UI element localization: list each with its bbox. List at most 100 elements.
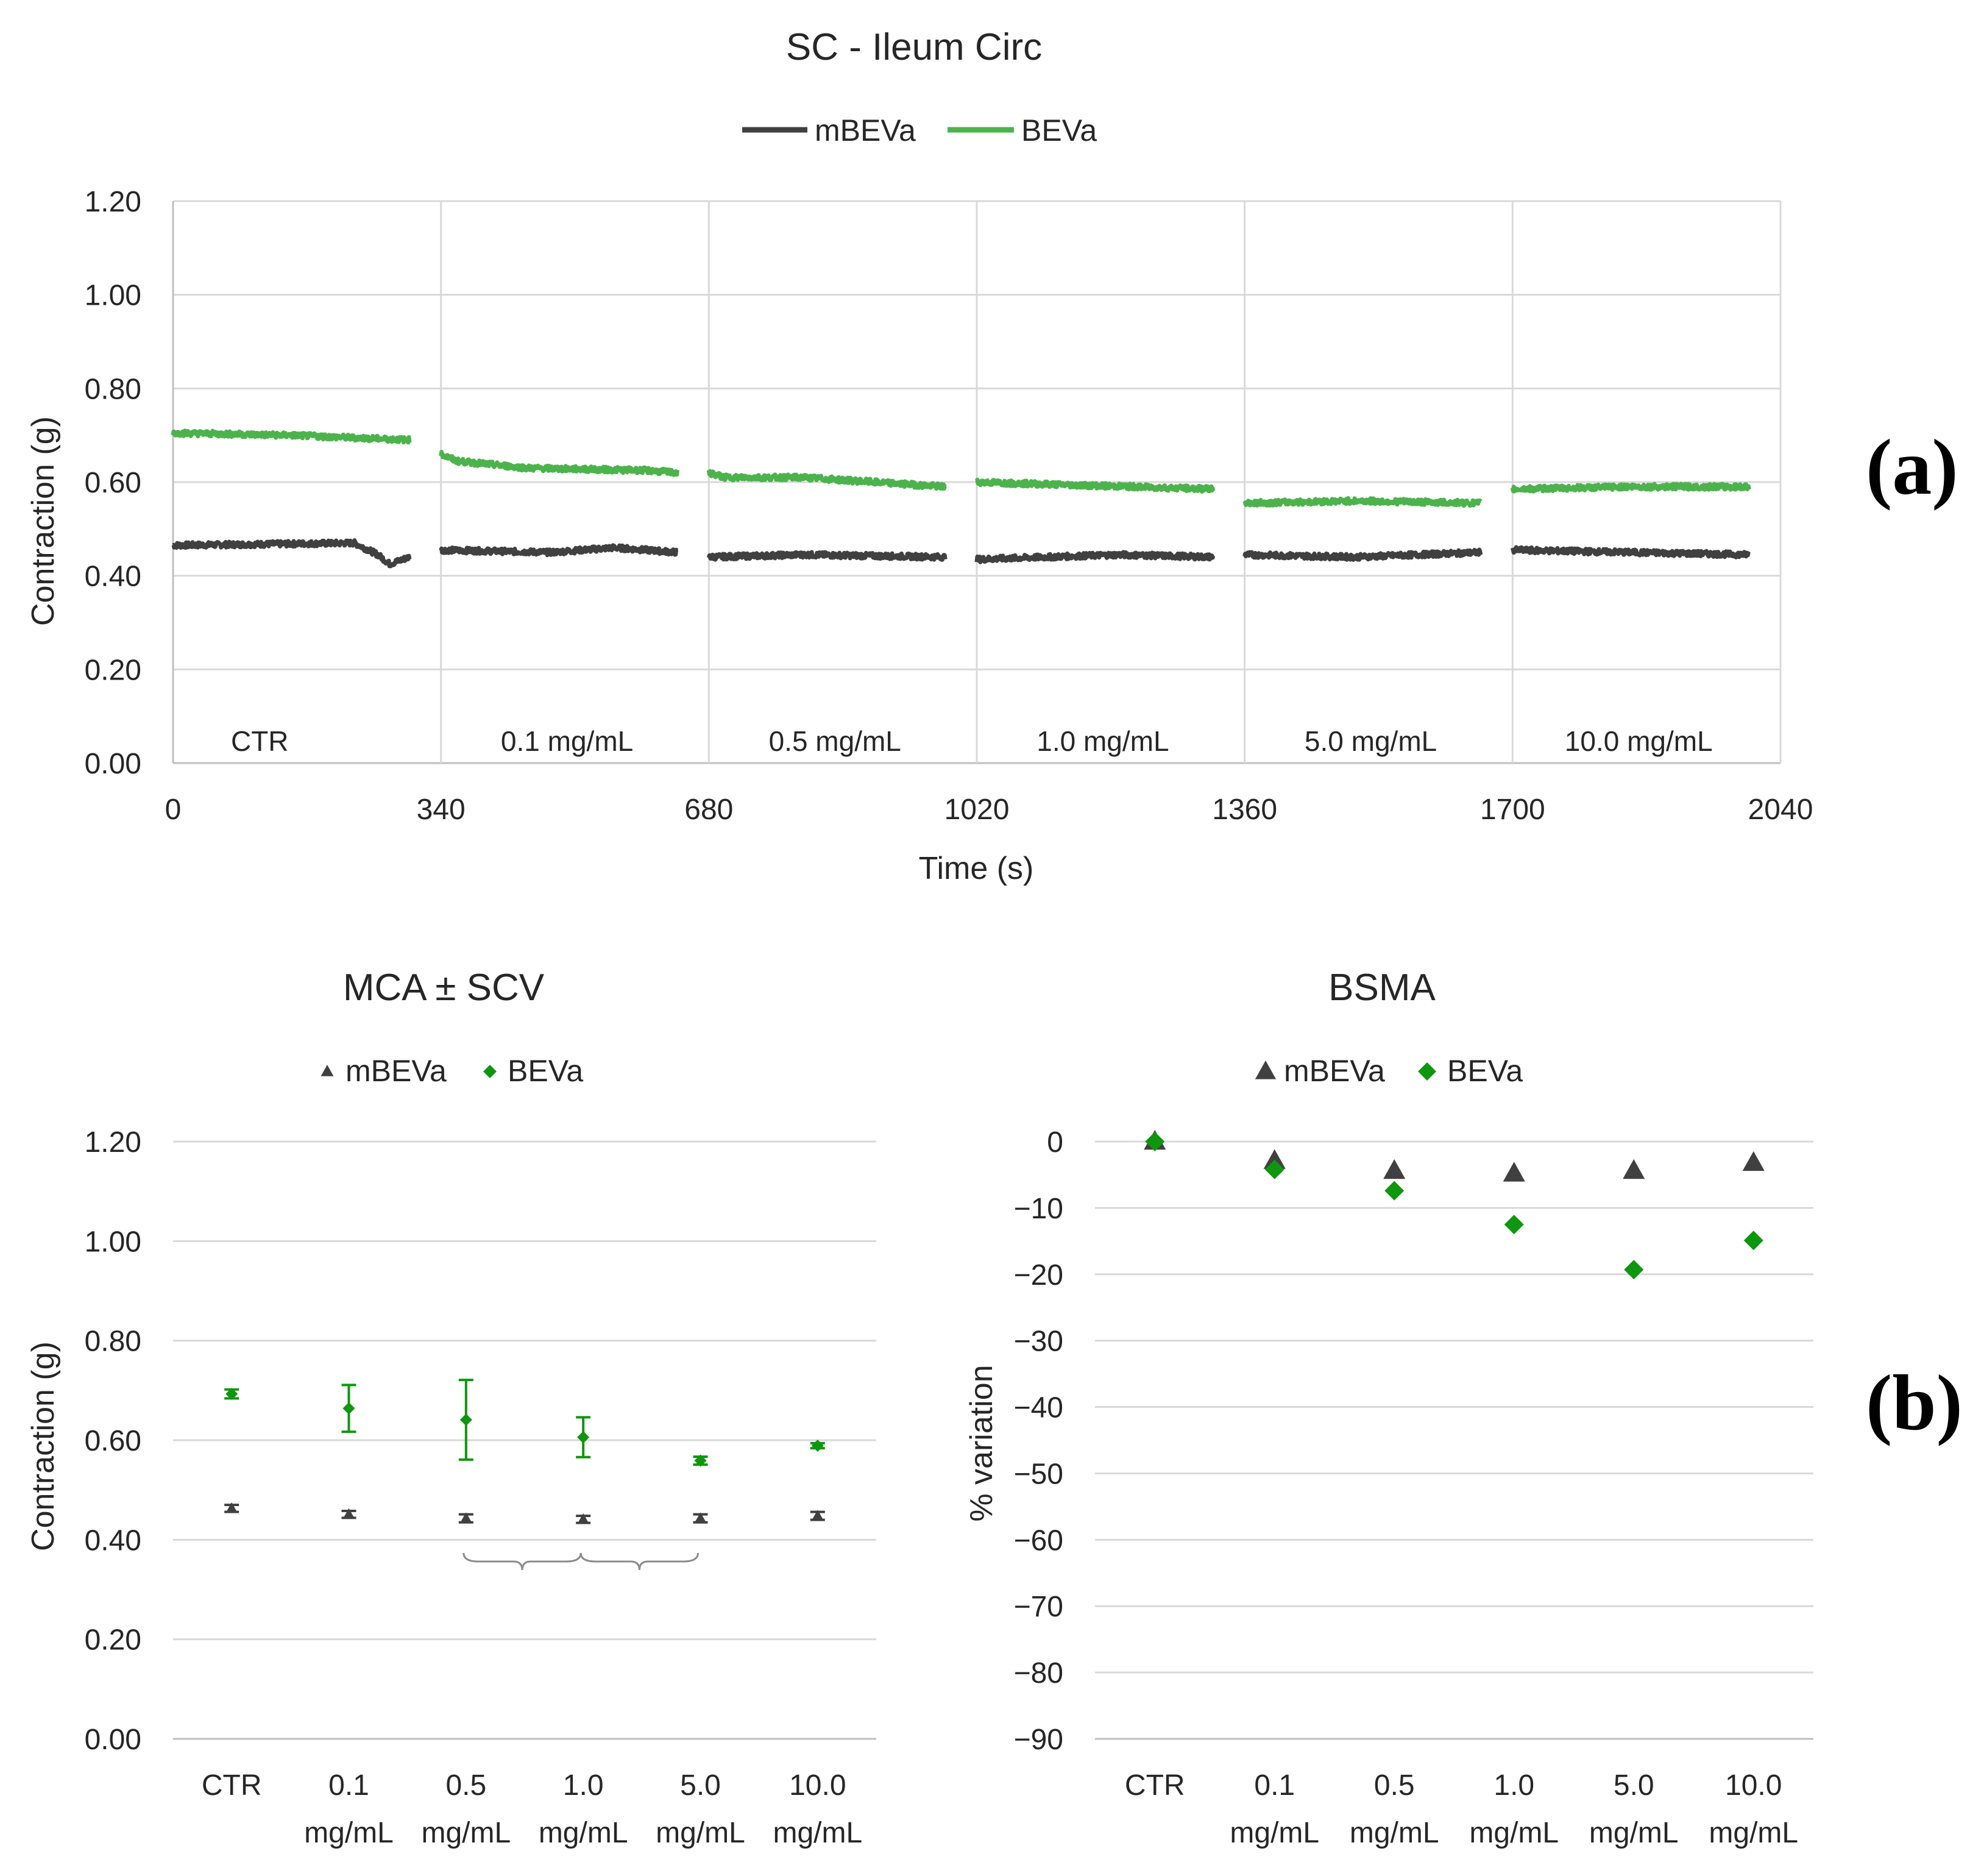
point-mbeva-1-0 bbox=[577, 1513, 589, 1524]
panel-b-bsma-y-tick: −90 bbox=[1014, 1724, 1063, 1756]
panel-b-bsma-y-tick: −60 bbox=[1014, 1524, 1063, 1557]
panel-b-bsma-title: BSMA bbox=[1328, 967, 1436, 1009]
panel-a-traces bbox=[171, 428, 1751, 569]
trace-mbeva-5-0-mg-ml bbox=[1242, 547, 1483, 562]
panel-a-x-tick: 0 bbox=[165, 794, 182, 826]
point-beva-0-1 bbox=[1264, 1159, 1284, 1179]
panel-b-bsma-x-tick: 0.1 bbox=[1254, 1769, 1295, 1802]
panel-a-x-tick: 1020 bbox=[944, 794, 1010, 826]
trace-beva-1-0-mg-ml bbox=[975, 477, 1216, 494]
panel-b-mca-legend: mBEVa BEVa bbox=[321, 1054, 583, 1088]
panel-b-bsma-y-tick: −70 bbox=[1014, 1591, 1063, 1623]
panel-a-x-tick-labels: 0 340 680 1020 1360 1700 2040 bbox=[165, 794, 1813, 826]
panel-b-mca-x-tick-unit: mg/mL bbox=[304, 1817, 394, 1849]
panel-b-mca-y-tick: 0.40 bbox=[85, 1524, 141, 1557]
panel-b-mca-y-tick-labels: 0.00 0.20 0.40 0.60 0.80 1.00 1.20 bbox=[85, 1126, 141, 1756]
panel-a-y-tick: 0.40 bbox=[85, 561, 141, 593]
panel-b-bsma-x-tick-unit: mg/mL bbox=[1709, 1817, 1798, 1849]
point-beva-ctr bbox=[1145, 1132, 1165, 1151]
panel-b-mca-x-tick-unit: mg/mL bbox=[773, 1817, 862, 1849]
panel-a-dose-labels: CTR 0.1 mg/mL 0.5 mg/mL 1.0 mg/mL 5.0 mg/mL 1… bbox=[231, 725, 1713, 757]
panel-a-title: SC - Ileum Circ bbox=[786, 26, 1042, 68]
point-mbeva-1-0 bbox=[1503, 1162, 1525, 1182]
panel-a-x-tick: 340 bbox=[417, 794, 466, 826]
panel-b-mca-chart: MCA ± SCV mBEVa BEVa 0.00 0.20 0.40 0.60 0.8… bbox=[26, 967, 876, 1849]
legend-label-mbeva: mBEVa bbox=[815, 113, 916, 147]
legend-label-mbeva: mBEVa bbox=[1284, 1054, 1385, 1088]
panel-b-mca-x-tick: 0.5 bbox=[445, 1769, 486, 1802]
trace-mbeva-0-5-mg-ml bbox=[706, 550, 948, 562]
panel-b-mca-y-tick: 1.20 bbox=[85, 1126, 141, 1159]
panel-b-bsma-x-tick: 1.0 bbox=[1493, 1769, 1534, 1802]
panel-b-mca-x-tick-labels: CTR 0.1 mg/mL 0.5 mg/mL 1.0 mg/mL 5.0 mg/mL 10.0 m… bbox=[202, 1769, 862, 1849]
trace-beva-ctr bbox=[171, 428, 412, 445]
panel-b-bsma-legend: mBEVa BEVa bbox=[1255, 1054, 1523, 1088]
panel-b-bsma-y-tick: −10 bbox=[1014, 1193, 1063, 1225]
trace-mbeva-1-0-mg-ml bbox=[974, 550, 1216, 564]
legend-marker-mbeva bbox=[321, 1065, 334, 1076]
panel-b-bsma-y-tick: 0 bbox=[1047, 1126, 1063, 1159]
comparison-bracket bbox=[579, 1552, 699, 1571]
point-mbeva-10-0 bbox=[1742, 1151, 1765, 1171]
point-mbeva-5-0 bbox=[1623, 1159, 1645, 1179]
point-mbeva-0-1 bbox=[1263, 1149, 1286, 1169]
panel-a-dose-label: CTR bbox=[231, 725, 289, 757]
legend-label-mbeva: mBEVa bbox=[345, 1054, 447, 1088]
panel-b-bsma-x-tick: 5.0 bbox=[1614, 1769, 1654, 1802]
panel-b-mca-x-tick-unit: mg/mL bbox=[539, 1817, 628, 1849]
panel-a-dose-label: 5.0 mg/mL bbox=[1305, 725, 1437, 757]
panel-b-bsma-points bbox=[1144, 1130, 1765, 1280]
panel-b-bsma-chart: BSMA mBEVa BEVa 0 −10 −20 −30 −40 −50 −60 −70 −8… bbox=[964, 967, 1963, 1849]
trace-beva-0-1-mg-ml bbox=[439, 450, 680, 477]
panel-b-bsma-x-tick: 0.5 bbox=[1374, 1769, 1415, 1802]
legend-label-beva: BEVa bbox=[508, 1054, 583, 1088]
legend-label-beva: BEVa bbox=[1021, 113, 1097, 147]
trace-mbeva-10-0-mg-ml bbox=[1510, 545, 1751, 560]
point-beva-0-1 bbox=[342, 1402, 355, 1415]
panel-b-mca-x-tick: 10.0 bbox=[789, 1769, 846, 1802]
point-mbeva-0-5 bbox=[460, 1512, 472, 1523]
panel-b-bsma-y-tick: −40 bbox=[1014, 1392, 1063, 1424]
point-beva-5-0 bbox=[1624, 1260, 1644, 1280]
panel-b-tag: (b) bbox=[1866, 1359, 1963, 1447]
panel-a-y-tick: 1.20 bbox=[85, 186, 141, 218]
panel-b-mca-y-tick: 0.60 bbox=[85, 1425, 141, 1457]
panel-a-x-axis-title: Time (s) bbox=[919, 851, 1034, 886]
panel-a-tag: (a) bbox=[1866, 424, 1958, 511]
panel-b-mca-x-tick-unit: mg/mL bbox=[656, 1817, 745, 1849]
point-beva-1-0 bbox=[577, 1431, 590, 1444]
point-beva-1-0 bbox=[1504, 1215, 1524, 1235]
panel-b-mca-x-tick-unit: mg/mL bbox=[421, 1817, 511, 1849]
panel-b-bsma-y-axis-title: % variation bbox=[964, 1365, 999, 1521]
point-beva-10-0 bbox=[811, 1439, 824, 1452]
legend-marker-beva bbox=[483, 1065, 497, 1078]
panel-a-y-tick: 0.80 bbox=[85, 373, 141, 405]
panel-a-y-tick: 0.00 bbox=[85, 748, 141, 780]
panel-b-mca-x-tick: 5.0 bbox=[680, 1769, 721, 1802]
panel-a-y-tick: 0.20 bbox=[85, 654, 141, 686]
panel-b-mca-y-tick: 0.20 bbox=[85, 1624, 141, 1657]
panel-b-mca-gridlines bbox=[173, 1140, 876, 1740]
panel-b-bsma-x-tick: 10.0 bbox=[1725, 1769, 1782, 1802]
panel-b-mca-title: MCA ± SCV bbox=[343, 967, 545, 1009]
panel-a-x-tick: 1360 bbox=[1212, 794, 1277, 826]
trace-mbeva-0-1-mg-ml bbox=[439, 543, 679, 558]
panel-b-bsma-x-tick: CTR bbox=[1125, 1769, 1185, 1802]
panel-a-dose-label: 0.1 mg/mL bbox=[501, 725, 633, 757]
panel-b-mca-brackets bbox=[462, 1552, 699, 1571]
panel-b-bsma-x-tick-labels: CTR 0.1 mg/mL 0.5 mg/mL 1.0 mg/mL 5.0 mg/mL 10.0 m… bbox=[1125, 1769, 1798, 1849]
point-beva-0-5 bbox=[459, 1413, 472, 1426]
panel-a-x-tick: 2040 bbox=[1748, 794, 1813, 826]
panel-a-x-tick: 680 bbox=[684, 794, 733, 826]
panel-a-y-tick: 1.00 bbox=[85, 280, 141, 312]
point-mbeva-10-0 bbox=[812, 1510, 824, 1521]
point-beva-10-0 bbox=[1743, 1231, 1763, 1251]
panel-a-y-axis-title: Contraction (g) bbox=[26, 416, 61, 626]
panel-b-bsma-x-tick-unit: mg/mL bbox=[1589, 1817, 1679, 1849]
trace-mbeva-ctr bbox=[171, 538, 412, 569]
panel-b-mca-x-tick: CTR bbox=[202, 1769, 262, 1802]
legend-marker-mbeva bbox=[1255, 1061, 1277, 1079]
panel-a-dose-label: 1.0 mg/mL bbox=[1036, 725, 1169, 757]
